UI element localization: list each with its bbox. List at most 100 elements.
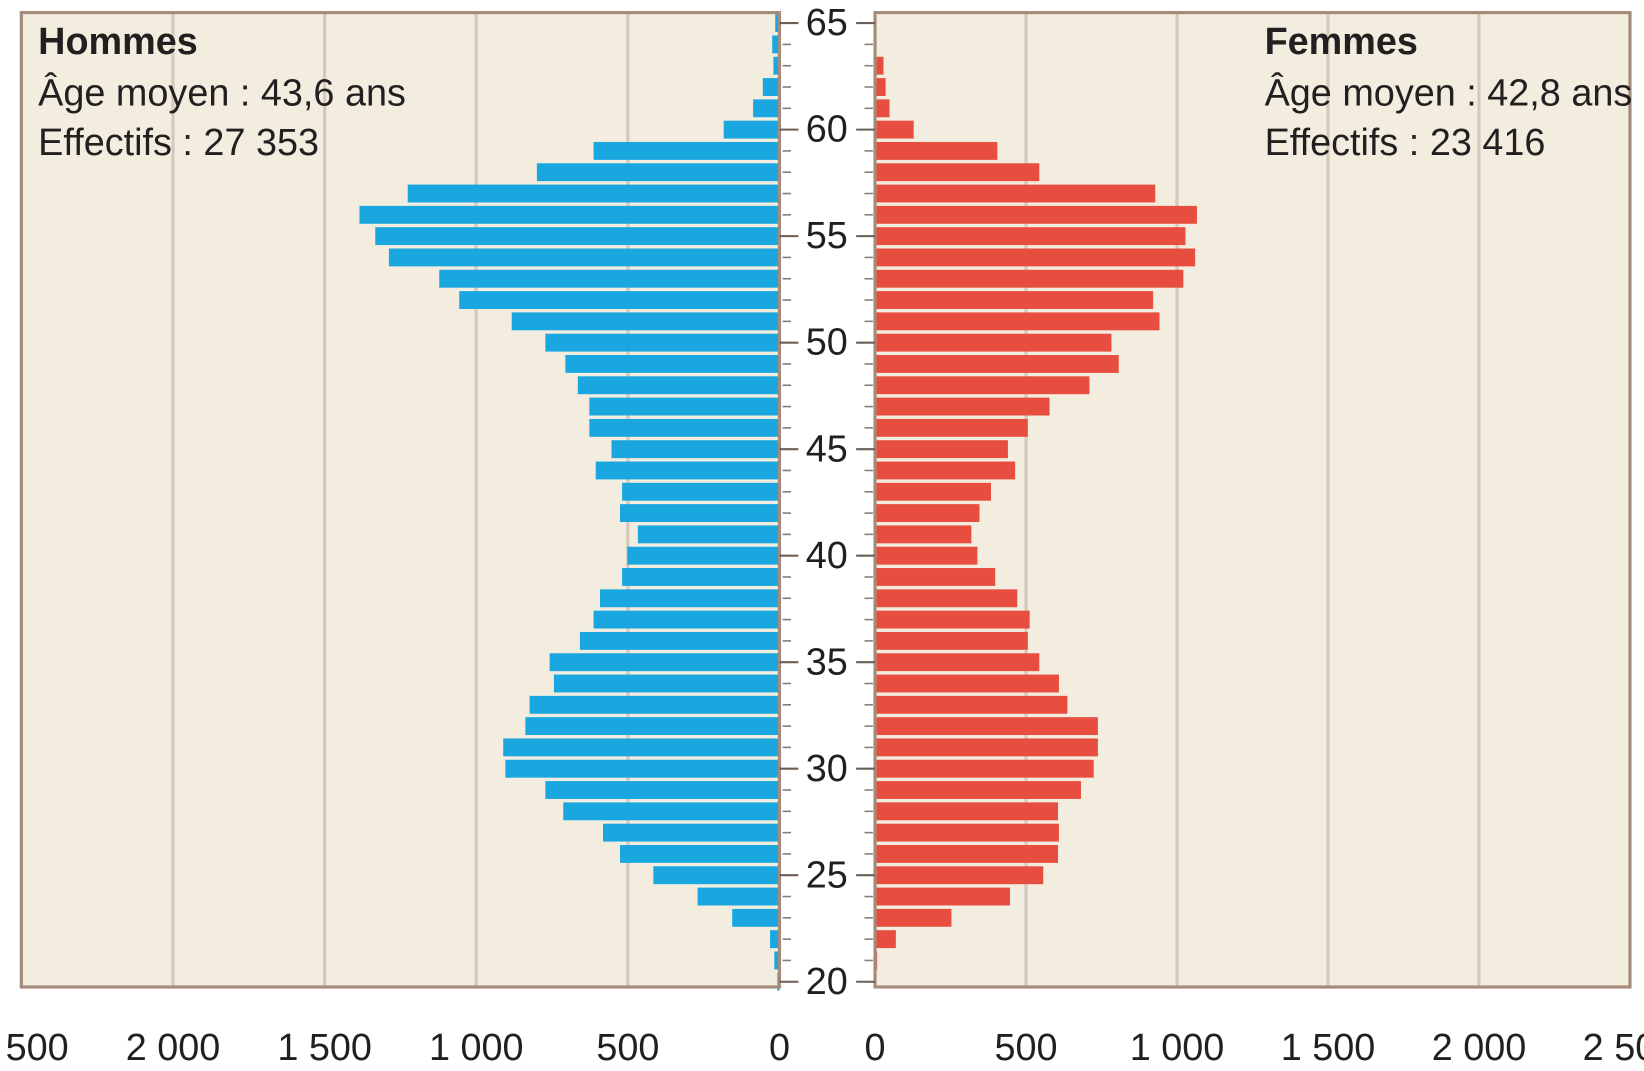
bar — [875, 355, 1119, 373]
bar — [875, 141, 998, 160]
bar — [637, 525, 780, 544]
bar — [611, 440, 780, 459]
bar — [875, 418, 1028, 437]
bar — [875, 887, 1011, 906]
bar — [536, 163, 780, 182]
series-name: Hommes — [38, 21, 198, 63]
bar — [407, 184, 780, 203]
y-tick-label: 35 — [806, 641, 848, 683]
bar — [565, 355, 780, 373]
bar — [875, 866, 1044, 885]
bar — [875, 546, 978, 565]
bar — [875, 205, 1197, 224]
bar — [875, 610, 1030, 629]
bar — [875, 504, 980, 523]
bar — [579, 631, 780, 650]
annotation: Âge moyen : 43,6 ans — [38, 73, 406, 115]
bar — [875, 397, 1050, 416]
x-tick-label: 500 — [994, 1027, 1057, 1069]
bar — [439, 269, 780, 288]
x-tick-label: 0 — [865, 1027, 886, 1069]
bar — [577, 376, 780, 395]
bar — [875, 269, 1184, 288]
bar — [375, 227, 780, 246]
x-tick-label: 2 000 — [126, 1027, 221, 1069]
bar — [622, 568, 780, 586]
bar — [762, 78, 780, 96]
x-tick-label: 2 500 — [0, 1027, 69, 1069]
plot-frame — [19, 11, 782, 989]
bar — [545, 333, 780, 352]
bar — [525, 717, 780, 736]
bar — [589, 418, 780, 437]
bar — [875, 908, 952, 927]
bar — [875, 312, 1160, 331]
bar — [723, 120, 780, 139]
bar — [875, 695, 1068, 714]
bar — [593, 610, 780, 629]
bar — [875, 568, 996, 586]
bar — [359, 205, 780, 224]
bar — [875, 227, 1186, 246]
bar — [589, 397, 780, 416]
bar — [595, 461, 780, 480]
y-tick-label: 30 — [806, 748, 848, 790]
bar — [875, 440, 1008, 459]
y-tick-label: 50 — [806, 322, 848, 364]
bar — [563, 802, 780, 821]
bar — [875, 844, 1059, 863]
bar — [875, 163, 1040, 182]
y-tick-label: 55 — [806, 215, 848, 257]
bar — [774, 951, 780, 970]
x-tick-label: 1 000 — [429, 1027, 524, 1069]
annotation: Effectifs : 27 353 — [38, 122, 319, 164]
bar — [875, 802, 1059, 821]
bar — [875, 930, 896, 949]
bar — [875, 291, 1154, 309]
bar — [875, 56, 884, 75]
bar — [388, 248, 780, 267]
bar — [875, 376, 1090, 395]
bar — [622, 482, 780, 501]
bar — [732, 908, 780, 927]
bar — [529, 695, 780, 714]
bar — [875, 631, 1028, 650]
bar — [875, 482, 991, 501]
bar — [875, 717, 1098, 736]
bar — [875, 781, 1081, 799]
bar — [875, 120, 914, 139]
y-tick-label: 65 — [806, 2, 848, 44]
x-tick-label: 2 000 — [1432, 1027, 1527, 1069]
y-tick-label: 45 — [806, 428, 848, 470]
bar — [875, 78, 886, 96]
bar — [875, 674, 1059, 693]
x-tick-label: 1 500 — [1281, 1027, 1376, 1069]
bar — [619, 844, 780, 863]
bar — [875, 738, 1098, 757]
bar — [875, 333, 1112, 352]
bar — [875, 461, 1016, 480]
annotation: Effectifs : 23 416 — [1265, 122, 1546, 164]
bar — [775, 14, 780, 33]
bar — [503, 738, 780, 757]
bar — [653, 866, 780, 885]
bar — [875, 759, 1094, 778]
bar — [875, 99, 890, 118]
bar — [511, 312, 780, 331]
y-tick-label: 20 — [806, 961, 848, 1003]
bar — [753, 99, 780, 118]
bar — [599, 589, 780, 608]
bar — [619, 504, 780, 523]
y-tick-label: 60 — [806, 109, 848, 151]
bar — [875, 184, 1156, 203]
bar — [697, 887, 780, 906]
bar — [770, 930, 780, 949]
x-tick-label: 500 — [596, 1027, 659, 1069]
bar — [549, 653, 780, 672]
bar — [459, 291, 780, 309]
plot-frame — [873, 11, 1632, 989]
bar — [627, 546, 780, 565]
bar — [875, 525, 972, 544]
bar — [875, 589, 1018, 608]
